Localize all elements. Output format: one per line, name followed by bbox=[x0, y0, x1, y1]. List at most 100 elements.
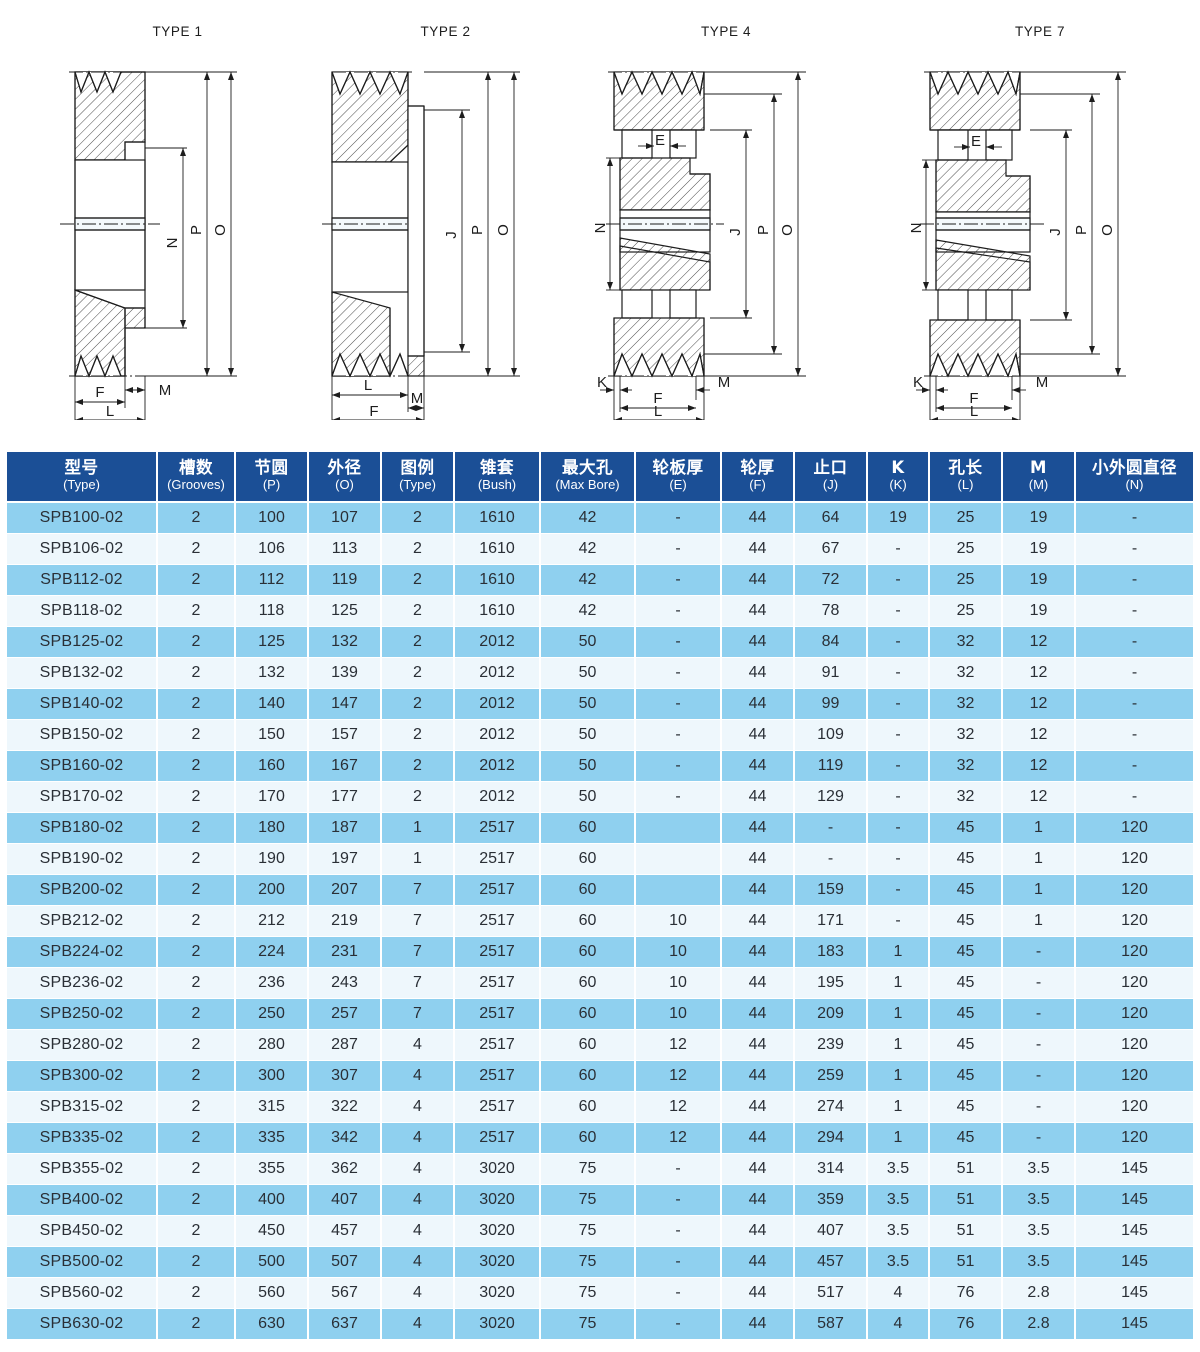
cell-grooves: 2 bbox=[157, 657, 236, 690]
cell-type: SPB250-02 bbox=[7, 998, 158, 1031]
dim-label-E: E bbox=[655, 132, 665, 149]
cell-type: 7 bbox=[381, 905, 455, 938]
column-header-cn: 节圆 bbox=[254, 458, 289, 477]
column-header-f: 轮厚 (F) bbox=[721, 452, 795, 504]
cell-type: 2 bbox=[381, 750, 455, 783]
cell-max bore: 60 bbox=[540, 1060, 636, 1093]
column-header-cn: 小外圆直径 bbox=[1092, 458, 1177, 477]
figure-type-7-drawing: E N J P O K F L M bbox=[908, 70, 1126, 420]
cell-n: - bbox=[1075, 688, 1193, 721]
table-body: SPB100-02 2 100 107 2 1610 42-44 64 19 25 19- SPB10… bbox=[7, 502, 1193, 1341]
cell-o: 287 bbox=[308, 1029, 382, 1062]
cell-p: 100 bbox=[235, 502, 309, 535]
cell-o: 257 bbox=[308, 998, 382, 1031]
cell-l: 32 bbox=[929, 657, 1003, 690]
column-header-cn: 外径 bbox=[327, 458, 362, 477]
table-row: SPB560-02 2 560 567 4 3020 75-44 517 4 76 2.8 145 bbox=[7, 1277, 1193, 1310]
cell-k: 3.5 bbox=[867, 1184, 930, 1217]
cell-e: 10 bbox=[635, 936, 722, 969]
column-header-l: 孔长 (L) bbox=[929, 452, 1003, 504]
cell-f: 44 bbox=[721, 1277, 795, 1310]
cell-m: 12 bbox=[1002, 688, 1076, 721]
cell-bush: 2517 bbox=[454, 905, 541, 938]
table-row: SPB280-02 2 280 287 4 2517 60 12 44 239 1 45-120 bbox=[7, 1029, 1193, 1062]
cell-type: SPB280-02 bbox=[7, 1029, 158, 1062]
cell-grooves: 2 bbox=[157, 688, 236, 721]
cell-l: 45 bbox=[929, 967, 1003, 1000]
cell-l: 32 bbox=[929, 750, 1003, 783]
dim-label-M: M bbox=[159, 382, 172, 399]
cell-o: 407 bbox=[308, 1184, 382, 1217]
cell-l: 25 bbox=[929, 564, 1003, 597]
cell-bush: 2517 bbox=[454, 936, 541, 969]
cell-l: 45 bbox=[929, 874, 1003, 907]
figure-type-4-title: TYPE 4 bbox=[700, 24, 752, 39]
cell-o: 637 bbox=[308, 1308, 382, 1341]
cell-j: 119 bbox=[794, 750, 868, 783]
table-row: SPB236-02 2 236 243 7 2517 60 10 44 195 1 45-120 bbox=[7, 967, 1193, 1000]
cell-j: 183 bbox=[794, 936, 868, 969]
cell-m: - bbox=[1002, 998, 1076, 1031]
cell-grooves: 2 bbox=[157, 626, 236, 659]
cell-type: SPB100-02 bbox=[7, 502, 158, 535]
cell-type: 4 bbox=[381, 1215, 455, 1248]
table-row: SPB200-02 2 200 207 7 2517 60 44 159-45 1 120 bbox=[7, 874, 1193, 907]
cell-m: - bbox=[1002, 1091, 1076, 1124]
cell-f: 44 bbox=[721, 1184, 795, 1217]
cell-j: - bbox=[794, 843, 868, 876]
cell-k: 1 bbox=[867, 1122, 930, 1155]
cell-type: 2 bbox=[381, 719, 455, 752]
specification-table-container: 型号 (Type) 槽数 (Grooves) 节圆 (P) 外径 (O) 图例 (Type) 锥套(… bbox=[0, 452, 1200, 1341]
cell-grooves: 2 bbox=[157, 998, 236, 1031]
cell-n: - bbox=[1075, 595, 1193, 628]
dim-label-O: O bbox=[495, 224, 512, 236]
cell-n: 120 bbox=[1075, 998, 1193, 1031]
cell-max bore: 50 bbox=[540, 750, 636, 783]
cell-e: - bbox=[635, 1308, 722, 1341]
cell-max bore: 75 bbox=[540, 1246, 636, 1279]
cell-l: 51 bbox=[929, 1184, 1003, 1217]
cell-o: 219 bbox=[308, 905, 382, 938]
cell-k: - bbox=[867, 843, 930, 876]
cell-type: 4 bbox=[381, 1184, 455, 1217]
cell-k: 3.5 bbox=[867, 1215, 930, 1248]
cell-o: 362 bbox=[308, 1153, 382, 1186]
cell-k: - bbox=[867, 905, 930, 938]
cell-type: SPB125-02 bbox=[7, 626, 158, 659]
table-row: SPB150-02 2 150 157 2 2012 50-44 109-32 12- bbox=[7, 719, 1193, 752]
cell-k: - bbox=[867, 657, 930, 690]
cell-p: 315 bbox=[235, 1091, 309, 1124]
cell-n: - bbox=[1075, 502, 1193, 535]
dim-label-P: P bbox=[188, 225, 205, 235]
cell-m: 3.5 bbox=[1002, 1215, 1076, 1248]
cell-type: 1 bbox=[381, 843, 455, 876]
cell-grooves: 2 bbox=[157, 1060, 236, 1093]
cell-e: 12 bbox=[635, 1060, 722, 1093]
column-header-cn: 图例 bbox=[400, 458, 435, 477]
cell-j: 457 bbox=[794, 1246, 868, 1279]
figure-type-7-title: TYPE 7 bbox=[1014, 24, 1066, 39]
cell-m: 19 bbox=[1002, 533, 1076, 566]
cell-k: - bbox=[867, 750, 930, 783]
cell-e: - bbox=[635, 1277, 722, 1310]
cell-p: 112 bbox=[235, 564, 309, 597]
cell-l: 45 bbox=[929, 812, 1003, 845]
column-header-en: (Max Bore) bbox=[555, 477, 620, 493]
column-header-cn: 最大孔 bbox=[562, 458, 613, 477]
cell-n: 120 bbox=[1075, 843, 1193, 876]
dim-label-L: L bbox=[970, 403, 978, 420]
cell-e: - bbox=[635, 1153, 722, 1186]
cell-max bore: 42 bbox=[540, 564, 636, 597]
table-row: SPB132-02 2 132 139 2 2012 50-44 91-32 12- bbox=[7, 657, 1193, 690]
cell-n: - bbox=[1075, 564, 1193, 597]
cell-k: 3.5 bbox=[867, 1246, 930, 1279]
cell-f: 44 bbox=[721, 657, 795, 690]
cell-n: 120 bbox=[1075, 1091, 1193, 1124]
cell-max bore: 60 bbox=[540, 936, 636, 969]
cell-f: 44 bbox=[721, 874, 795, 907]
cell-k: - bbox=[867, 595, 930, 628]
cell-max bore: 60 bbox=[540, 967, 636, 1000]
cell-grooves: 2 bbox=[157, 1122, 236, 1155]
cell-o: 157 bbox=[308, 719, 382, 752]
cell-type: 7 bbox=[381, 936, 455, 969]
